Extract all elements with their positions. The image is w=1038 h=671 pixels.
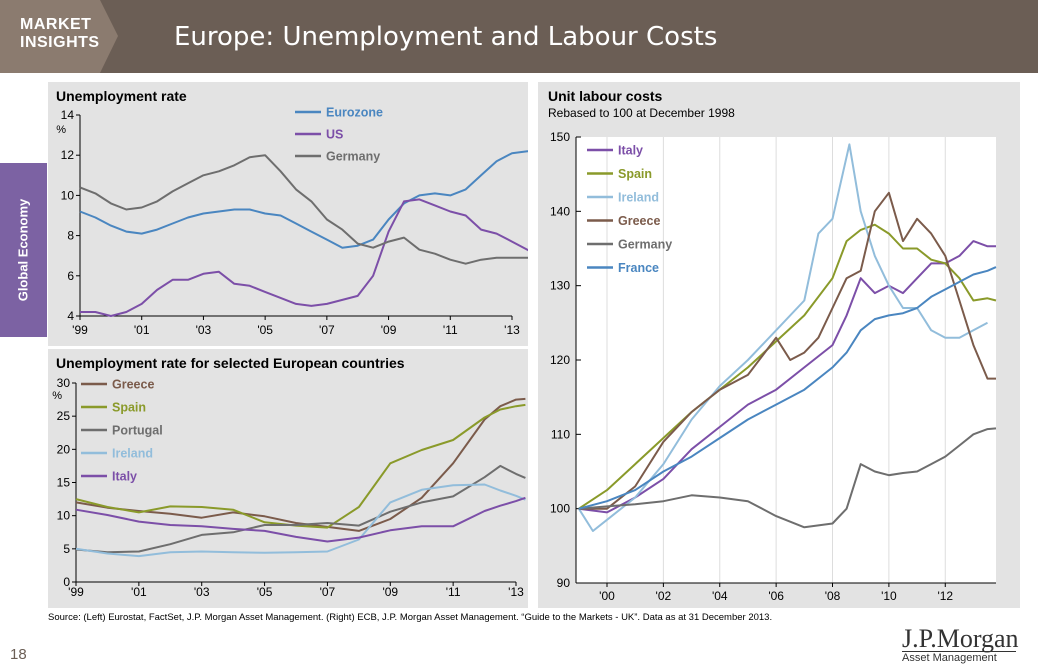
y-tick-label: 90 [557, 576, 571, 590]
section-tab: Global Economy [0, 163, 47, 337]
x-tick-label: '10 [881, 589, 897, 603]
x-tick-label: '03 [194, 585, 210, 599]
y-tick-label: 15 [57, 476, 71, 490]
chart-title: Unemployment rate for selected European … [56, 355, 405, 371]
chart-panel-unit-labour-costs: Unit labour costs Rebased to 100 at Decem… [538, 82, 1020, 608]
y-tick-label: 100 [550, 502, 570, 516]
selected-countries-chart: Unemployment rate for selected European … [52, 355, 526, 599]
x-tick-label: '07 [319, 323, 335, 337]
legend-label: Germany [326, 150, 380, 164]
series-line-germany [578, 427, 997, 529]
y-tick-label: 130 [550, 279, 570, 293]
page-number: 18 [10, 646, 27, 663]
series-line-italy [75, 496, 526, 543]
series-line-eurozone [79, 150, 528, 249]
unit-labour-costs-chart: Unit labour costs Rebased to 100 at Decem… [548, 88, 997, 603]
series-line-france [578, 266, 997, 510]
legend-label: Eurozone [326, 106, 383, 120]
legend-label: Portugal [112, 424, 163, 438]
brand-block: MARKET INSIGHTS [0, 0, 118, 73]
y-axis-label: % [52, 390, 62, 402]
x-tick-label: '11 [443, 323, 458, 337]
unemployment-rate-chart: Unemployment rate 4 6 8 10 12 14% '99 '01 '03 '05 '… [56, 88, 528, 337]
y-tick-label: 150 [550, 130, 570, 144]
brand-line-2: INSIGHTS [20, 34, 100, 51]
chart-panel-unemployment: Unemployment rate 4 6 8 10 12 14% '99 '01 '03 '05 '… [48, 82, 528, 346]
y-axis-label: % [56, 124, 66, 136]
legend-label: US [326, 128, 343, 142]
section-tab-label: Global Economy [15, 198, 31, 302]
y-tick-label: 4 [67, 309, 74, 323]
plot-area [576, 137, 996, 583]
legend-label: Ireland [112, 447, 153, 461]
x-tick-label: '13 [504, 323, 520, 337]
y-tick-label: 6 [67, 269, 74, 283]
legend-label: Italy [112, 470, 137, 484]
y-tick-label: 14 [61, 108, 75, 122]
y-tick-label: 10 [57, 509, 71, 523]
series-line-greece [578, 191, 996, 510]
x-tick-label: '09 [382, 585, 398, 599]
x-tick-label: '13 [508, 585, 524, 599]
y-tick-label: 140 [550, 204, 570, 218]
x-tick-label: '02 [656, 589, 672, 603]
series-line-portugal [75, 464, 526, 554]
company-logo: J.P.Morgan [902, 624, 1019, 653]
x-tick-label: '12 [937, 589, 953, 603]
x-tick-label: '09 [381, 323, 397, 337]
series-line-ireland [75, 483, 526, 558]
legend-label: Italy [618, 144, 643, 158]
legend-label: Greece [112, 378, 154, 392]
x-tick-label: '99 [72, 323, 88, 337]
plot-area [80, 115, 512, 316]
legend-label: Ireland [618, 191, 659, 205]
x-tick-label: '11 [446, 585, 461, 599]
series-line-germany [79, 154, 528, 265]
y-tick-label: 5 [63, 542, 70, 556]
y-tick-label: 8 [67, 229, 74, 243]
legend-label: Spain [618, 167, 652, 181]
y-tick-label: 20 [57, 442, 71, 456]
legend-label: France [618, 261, 659, 275]
x-tick-label: '06 [768, 589, 784, 603]
chart-title: Unemployment rate [56, 88, 187, 104]
series-line-us [80, 198, 528, 317]
page-title: Europe: Unemployment and Labour Costs [174, 22, 718, 52]
logo-divider [902, 651, 1016, 652]
series-line-spain [75, 403, 526, 529]
x-tick-label: '03 [196, 323, 212, 337]
y-tick-label: 110 [551, 427, 570, 441]
x-tick-label: '00 [599, 589, 615, 603]
x-tick-label: '01 [134, 323, 150, 337]
chart-subtitle: Rebased to 100 at December 1998 [548, 106, 735, 120]
y-tick-label: 25 [57, 409, 71, 423]
x-tick-label: '08 [825, 589, 841, 603]
chart-panel-selected-countries: Unemployment rate for selected European … [48, 349, 528, 608]
y-tick-label: 12 [61, 148, 75, 162]
series-line-spain [578, 223, 997, 510]
header-bar: MARKET INSIGHTS Europe: Unemployment and… [0, 0, 1038, 73]
x-tick-label: '05 [257, 323, 273, 337]
series-line-ireland [577, 143, 988, 532]
brand-line-1: MARKET [20, 16, 92, 33]
y-tick-label: 30 [57, 376, 71, 390]
y-tick-label: 10 [61, 188, 75, 202]
x-tick-label: '07 [320, 585, 336, 599]
company-logo-subtitle: Asset Management [902, 652, 997, 664]
y-tick-label: 120 [550, 353, 570, 367]
y-tick-label: 0 [63, 575, 70, 589]
legend-label: Spain [112, 401, 146, 415]
x-tick-label: '05 [257, 585, 273, 599]
legend-label: Germany [618, 238, 672, 252]
legend-label: Greece [618, 214, 660, 228]
source-note: Source: (Left) Eurostat, FactSet, J.P. M… [48, 612, 773, 623]
x-tick-label: '04 [712, 589, 728, 603]
x-tick-label: '01 [131, 585, 147, 599]
x-tick-label: '99 [68, 585, 84, 599]
chart-title: Unit labour costs [548, 88, 663, 104]
